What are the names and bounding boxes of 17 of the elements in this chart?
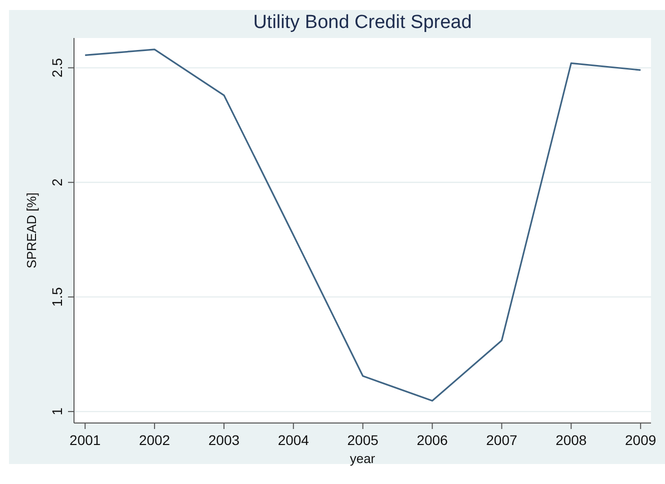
chart-title: Utility Bond Credit Spread xyxy=(253,12,472,33)
x-tick-label: 2007 xyxy=(486,432,518,448)
x-tick-label: 2001 xyxy=(70,432,101,448)
x-tick-label: 2002 xyxy=(138,432,170,448)
x-tick-label: 2004 xyxy=(278,432,310,448)
x-tick-label: 2008 xyxy=(556,432,587,448)
line-series xyxy=(84,48,642,402)
y-tick-label: 1 xyxy=(49,407,65,416)
y-tick-label: 1.5 xyxy=(49,287,65,307)
x-axis-title: year xyxy=(350,451,376,466)
y-axis-title: SPREAD [%] xyxy=(24,192,39,268)
x-tick-label: 2009 xyxy=(625,432,656,448)
x-tick-label: 2006 xyxy=(416,432,448,448)
x-tick-label: 2003 xyxy=(208,432,240,448)
y-tick-label: 2.5 xyxy=(49,58,65,78)
x-tick-label: 2005 xyxy=(347,432,379,448)
y-tick-label: 2 xyxy=(49,178,65,186)
